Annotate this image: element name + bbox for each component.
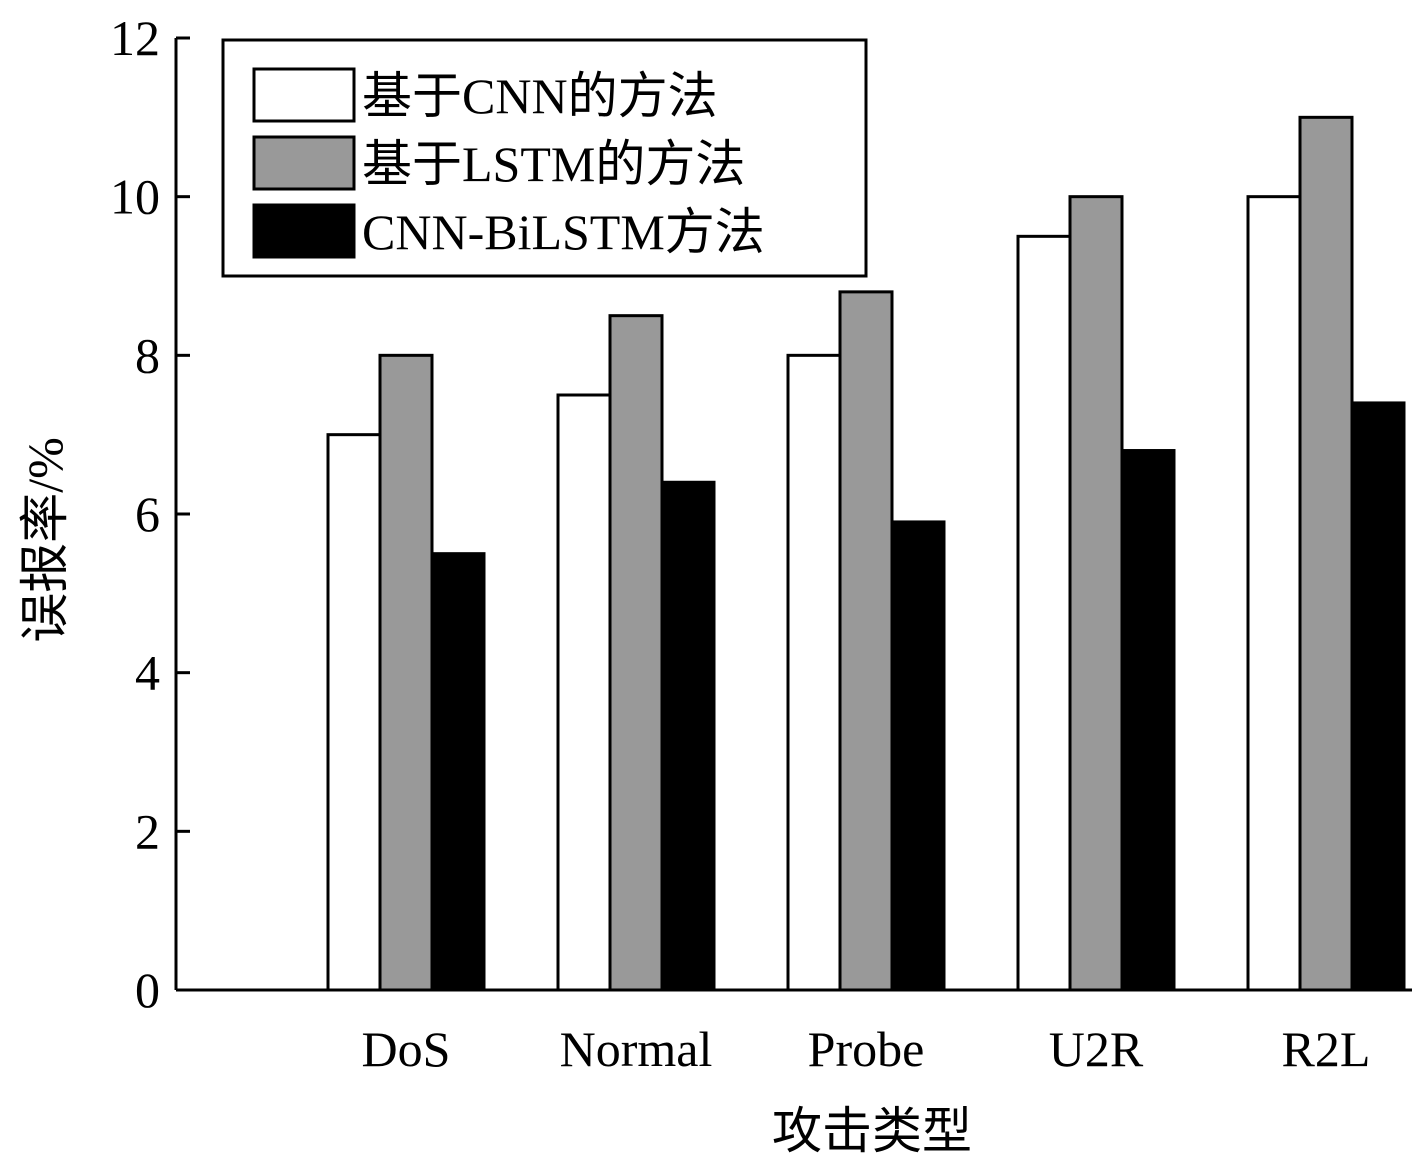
- bar-r2l-series-1: [1246, 195, 1302, 992]
- x-category-label: R2L: [1282, 1021, 1371, 1077]
- legend-swatch: [252, 203, 356, 259]
- bar-r2l-series-2: [1298, 115, 1354, 992]
- y-axis-title: 误报率/%: [17, 437, 73, 643]
- bar-u2r-series-3: [1120, 449, 1176, 992]
- y-tick-label: 0: [135, 962, 160, 1018]
- y-tick-label: 12: [110, 10, 160, 66]
- y-tick-label: 2: [135, 803, 160, 859]
- x-category-labels: DoS Normal Probe U2R R2L: [362, 1021, 1371, 1077]
- bar-probe-series-2: [838, 290, 894, 992]
- x-category-label: DoS: [362, 1021, 451, 1077]
- legend-label: 基于LSTM的方法: [362, 136, 745, 192]
- legend-label: 基于CNN的方法: [362, 68, 718, 124]
- y-tick-label: 8: [135, 327, 160, 383]
- bar-probe-series-3: [890, 520, 946, 992]
- bar-dos-series-3: [430, 552, 486, 992]
- x-category-label: Probe: [808, 1021, 925, 1077]
- bar-probe-series-1: [786, 353, 842, 992]
- y-tick-label: 4: [135, 645, 160, 701]
- x-category-label: U2R: [1049, 1021, 1144, 1077]
- y-tick-label: 10: [110, 169, 160, 225]
- y-ticks: 0 2 4 6 8 10 12: [110, 10, 190, 1018]
- bar-u2r-series-2: [1068, 195, 1124, 992]
- x-category-label: Normal: [560, 1021, 713, 1077]
- bar-normal-series-3: [660, 480, 716, 992]
- x-axis-title: 攻击类型: [772, 1103, 972, 1159]
- bar-normal-series-1: [556, 393, 612, 992]
- bar-dos-series-1: [326, 433, 382, 992]
- y-tick-label: 6: [135, 486, 160, 542]
- bar-u2r-series-1: [1016, 234, 1072, 992]
- legend-label: CNN-BiLSTM方法: [362, 204, 765, 260]
- legend-swatch: [252, 67, 356, 123]
- bar-dos-series-2: [378, 353, 434, 992]
- legend-swatch: [252, 135, 356, 191]
- bar-r2l-series-3: [1350, 401, 1406, 992]
- bar-normal-series-2: [608, 314, 664, 992]
- bars-layer: [326, 115, 1406, 992]
